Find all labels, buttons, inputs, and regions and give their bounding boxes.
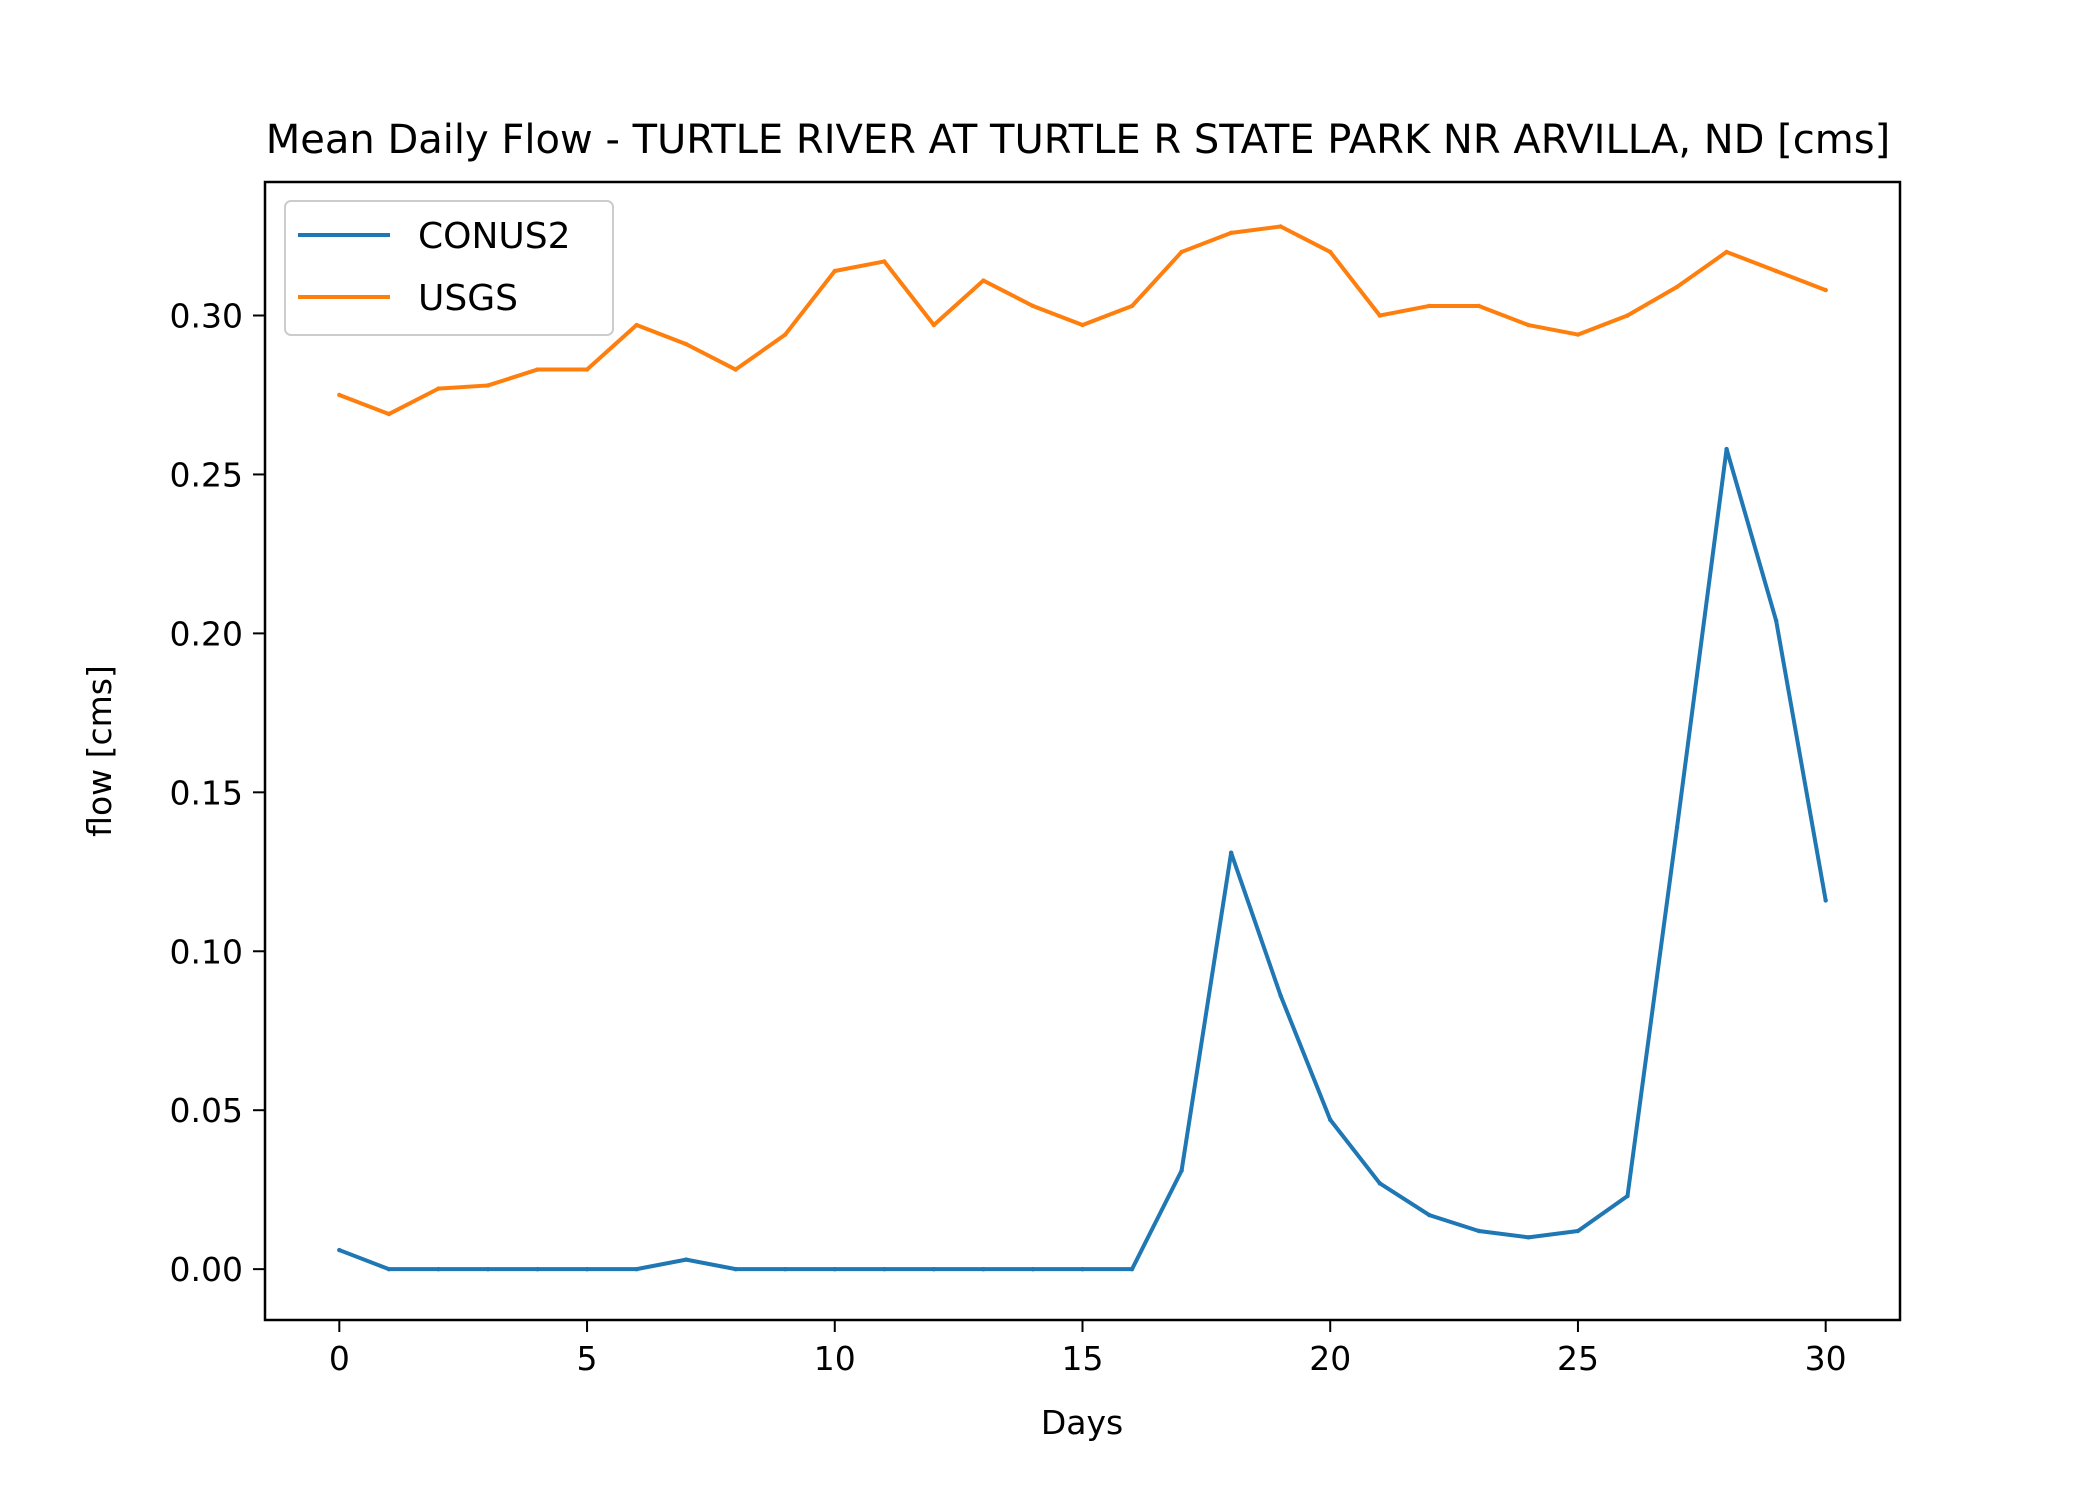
data-point-usgs: [1625, 313, 1630, 318]
data-point-conus2: [584, 1266, 590, 1272]
data-point-conus2: [733, 1266, 738, 1272]
data-point-conus2: [1278, 993, 1283, 998]
data-point-conus2: [1228, 850, 1234, 855]
data-point-usgs: [882, 259, 887, 264]
x-tick-label: 30: [1805, 1339, 1847, 1378]
data-point-conus2: [1823, 898, 1828, 903]
data-point-conus2: [683, 1257, 689, 1262]
data-point-conus2: [1724, 446, 1729, 452]
data-point-conus2: [436, 1266, 441, 1272]
data-point-conus2: [882, 1266, 887, 1272]
data-point-usgs: [1179, 249, 1184, 255]
series-layer: [337, 224, 1828, 1272]
data-point-usgs: [1129, 303, 1135, 309]
data-point-usgs: [386, 411, 392, 417]
legend: CONUS2 USGS: [284, 200, 614, 336]
data-point-usgs: [1823, 287, 1828, 293]
y-tick-label: 0.25: [170, 455, 243, 494]
data-point-usgs: [584, 367, 590, 372]
legend-label-usgs: USGS: [418, 278, 518, 319]
data-point-conus2: [1328, 1117, 1333, 1122]
data-point-conus2: [1476, 1228, 1482, 1234]
data-point-conus2: [832, 1266, 837, 1272]
data-point-conus2: [1526, 1235, 1531, 1240]
data-point-conus2: [1179, 1168, 1184, 1173]
data-point-usgs: [1030, 303, 1036, 309]
legend-label-conus2: CONUS2: [418, 216, 571, 257]
data-point-conus2: [634, 1266, 639, 1272]
data-point-usgs: [783, 332, 788, 337]
data-point-usgs: [485, 383, 491, 388]
data-point-usgs: [337, 392, 342, 398]
y-axis: 0.00 0.05 0.10 0.15 0.20 0.25 0.30: [170, 297, 265, 1289]
data-point-conus2: [783, 1266, 788, 1272]
data-point-usgs: [931, 322, 937, 328]
data-point-conus2: [1674, 825, 1680, 830]
data-point-usgs: [1773, 268, 1779, 274]
data-point-usgs: [1377, 313, 1382, 318]
data-point-conus2: [386, 1266, 392, 1272]
data-point-usgs: [1526, 322, 1531, 328]
data-point-conus2: [1377, 1181, 1382, 1186]
data-point-usgs: [1328, 249, 1333, 255]
y-tick-label: 0.30: [170, 297, 243, 336]
data-point-conus2: [1575, 1228, 1581, 1234]
x-axis: 0 5 10 15 20 25 30: [329, 1320, 1847, 1378]
x-tick-label: 25: [1557, 1339, 1599, 1378]
data-point-usgs: [1427, 303, 1432, 309]
data-point-conus2: [981, 1266, 986, 1272]
x-tick-label: 5: [577, 1339, 598, 1378]
y-tick-label: 0.10: [170, 932, 243, 971]
data-point-usgs: [1575, 332, 1581, 337]
data-point-conus2: [485, 1266, 491, 1272]
chart-title: Mean Daily Flow - TURTLE RIVER AT TURTLE…: [266, 117, 1890, 163]
y-axis-label: flow [cms]: [80, 665, 119, 837]
y-tick-label: 0.00: [170, 1250, 243, 1289]
data-point-usgs: [1674, 284, 1680, 290]
data-point-usgs: [1278, 224, 1283, 229]
x-tick-label: 15: [1062, 1339, 1104, 1378]
data-point-conus2: [1773, 618, 1779, 623]
data-point-conus2: [931, 1266, 937, 1272]
legend-items: CONUS2 USGS: [298, 216, 571, 319]
data-point-conus2: [1129, 1266, 1135, 1272]
data-point-usgs: [1080, 322, 1085, 328]
data-point-conus2: [337, 1247, 342, 1253]
x-tick-label: 20: [1309, 1339, 1351, 1378]
x-tick-label: 0: [329, 1339, 350, 1378]
data-point-usgs: [1228, 230, 1234, 236]
data-point-usgs: [1476, 303, 1482, 309]
data-point-conus2: [1030, 1266, 1036, 1272]
y-tick-label: 0.20: [170, 614, 243, 653]
data-point-usgs: [832, 268, 837, 274]
data-point-usgs: [1724, 249, 1729, 255]
data-point-usgs: [981, 278, 986, 283]
x-tick-label: 10: [814, 1339, 856, 1378]
y-tick-label: 0.05: [170, 1091, 243, 1130]
data-point-conus2: [1427, 1212, 1432, 1218]
data-point-usgs: [634, 322, 639, 328]
data-point-conus2: [1080, 1266, 1085, 1272]
x-axis-label: Days: [1041, 1403, 1123, 1442]
data-point-conus2: [535, 1266, 540, 1272]
data-point-usgs: [436, 386, 441, 391]
data-point-usgs: [683, 341, 689, 347]
y-tick-label: 0.15: [170, 773, 243, 812]
data-point-conus2: [1625, 1193, 1630, 1199]
data-point-usgs: [733, 367, 738, 372]
data-point-usgs: [535, 367, 540, 372]
